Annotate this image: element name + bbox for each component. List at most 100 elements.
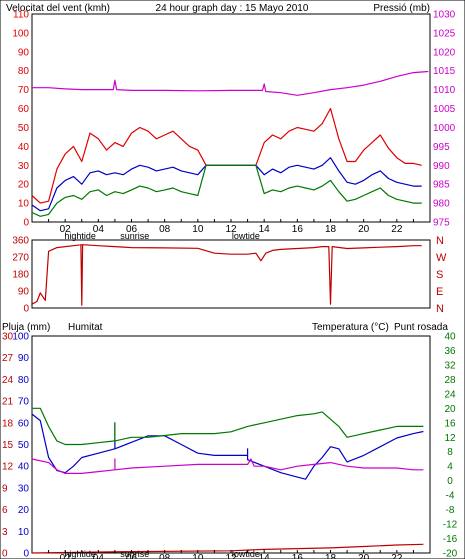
temperature-y-tick-label: 28 xyxy=(444,375,456,386)
direction-y-tick-label: 180 xyxy=(12,270,29,281)
humidity-y-tick-label: 90 xyxy=(18,353,30,364)
event-label-sunrise: sunrise xyxy=(120,231,149,241)
pressure-y-tick-label: 975 xyxy=(433,218,450,229)
x-tick-label: 16 xyxy=(292,553,304,559)
wind-y-tick-label: 110 xyxy=(13,10,29,21)
pressure-y-tick-label: 1030 xyxy=(433,10,456,21)
humidity-y-tick-label: 20 xyxy=(18,505,30,516)
x-tick-label: 04 xyxy=(93,224,105,235)
x-tick-label: 08 xyxy=(159,553,171,559)
rain-y-tick-label: 27 xyxy=(2,353,14,364)
wind-y-tick-label: 40 xyxy=(18,142,30,153)
x-tick-label: 02 xyxy=(60,224,72,235)
series-line-low xyxy=(31,164,422,217)
x-tick-label: 06 xyxy=(126,553,138,559)
event-label-sunrise: sunrise xyxy=(120,549,149,559)
temperature-y-tick-label: -20 xyxy=(443,549,458,559)
temperature-y-tick-label: 4 xyxy=(447,462,453,473)
x-tick-label: 16 xyxy=(292,224,304,235)
wind-direction-panel xyxy=(31,239,431,309)
temperature-y-tick-label: -4 xyxy=(446,491,455,502)
humidity-y-tick-label: 10 xyxy=(18,527,30,538)
rain-y-tick-label: 21 xyxy=(2,397,14,408)
humidity-y-tick-label: 60 xyxy=(18,418,30,429)
rain-y-tick-label: 24 xyxy=(2,375,14,386)
event-label-lowtide: lowtide xyxy=(232,231,260,241)
temperature-y-tick-label: 40 xyxy=(444,332,456,343)
wind-y-tick-label: 100 xyxy=(12,28,29,39)
series-line-temperature xyxy=(32,407,424,446)
x-tick-label: 20 xyxy=(358,553,370,559)
rain-y-tick-label: 18 xyxy=(2,418,14,429)
wind-y-tick-label: 0 xyxy=(23,218,29,229)
x-tick-label: 20 xyxy=(358,224,370,235)
direction-y-tick-label: 360 xyxy=(12,236,29,247)
wind-y-tick-label: 70 xyxy=(18,85,30,96)
rain-y-tick-label: 15 xyxy=(2,440,14,451)
direction-compass-label: N xyxy=(436,235,444,247)
pressure-y-tick-label: 1010 xyxy=(433,85,456,96)
temperature-y-tick-label: -8 xyxy=(446,505,455,516)
x-tick-label: 10 xyxy=(192,553,204,559)
wind-y-tick-label: 50 xyxy=(18,123,30,134)
series-line-pressure xyxy=(32,70,429,96)
chart-marks: 0102030405060708090100110975980985990995… xyxy=(2,10,458,559)
wind-y-tick-label: 90 xyxy=(18,47,30,58)
humidity-y-tick-label: 70 xyxy=(18,397,30,408)
pressure-y-tick-label: 1005 xyxy=(433,104,456,115)
pressure-y-tick-label: 1015 xyxy=(433,66,456,77)
x-tick-label: 08 xyxy=(159,224,171,235)
direction-compass-label: W xyxy=(436,252,447,264)
pressure-y-tick-label: 1000 xyxy=(433,123,456,134)
event-label-lowtide: lowtide xyxy=(232,549,260,559)
header-left-title: Velocitat del vent (kmh) xyxy=(6,3,110,14)
header-center-title: 24 hour graph day : 15 Mayo 2010 xyxy=(156,3,309,14)
temperature-y-tick-label: 8 xyxy=(447,447,453,458)
series-line-humidity xyxy=(31,413,424,480)
x-tick-label: 04 xyxy=(93,553,105,559)
series-line-direction xyxy=(31,244,422,306)
temperature-y-tick-label: 16 xyxy=(444,418,456,429)
x-tick-label: 22 xyxy=(391,553,403,559)
x-tick-label: 18 xyxy=(325,224,337,235)
pressure-y-tick-label: 995 xyxy=(433,142,450,153)
x-tick-label: 14 xyxy=(259,224,271,235)
rain-y-tick-label: 9 xyxy=(2,483,8,494)
series-line-dewpoint xyxy=(31,458,424,474)
humidity-y-tick-label: 0 xyxy=(23,549,29,559)
rain-axis-title: Pluja (mm) xyxy=(2,322,50,333)
temperature-y-tick-label: 24 xyxy=(444,389,456,400)
rain-y-tick-label: 30 xyxy=(2,332,14,343)
direction-y-tick-label: 90 xyxy=(18,287,30,298)
temperature-y-tick-label: 32 xyxy=(444,360,456,371)
temperature-y-tick-label: 36 xyxy=(444,346,456,357)
x-tick-label: 06 xyxy=(126,224,138,235)
temperature-y-tick-label: -12 xyxy=(443,520,458,531)
pressure-y-tick-label: 985 xyxy=(433,180,450,191)
wind-y-tick-label: 80 xyxy=(18,66,30,77)
wind-y-tick-label: 20 xyxy=(18,180,30,191)
humidity-y-tick-label: 100 xyxy=(12,332,29,343)
x-tick-label: 12 xyxy=(225,553,237,559)
wind-y-tick-label: 10 xyxy=(18,199,30,210)
humidity-axis-title: Humitat xyxy=(68,322,103,333)
humidity-y-tick-label: 30 xyxy=(18,483,30,494)
x-tick-label: 14 xyxy=(259,553,271,559)
direction-compass-label: S xyxy=(436,269,443,281)
direction-y-tick-label: 270 xyxy=(12,253,29,264)
rain-y-tick-label: 3 xyxy=(2,527,8,538)
temperature-y-tick-label: 20 xyxy=(444,404,456,415)
rain-y-tick-label: 12 xyxy=(2,462,14,473)
pressure-y-tick-label: 980 xyxy=(433,199,450,210)
temperature-axis-title: Temperatura (°C) xyxy=(312,322,389,333)
event-label-hightide: hightide xyxy=(64,549,96,559)
pressure-y-tick-label: 1025 xyxy=(433,28,456,39)
x-tick-label: 10 xyxy=(192,224,204,235)
wind-y-tick-label: 60 xyxy=(18,104,30,115)
temperature-y-tick-label: 0 xyxy=(447,476,453,487)
pressure-y-tick-label: 990 xyxy=(433,161,450,172)
direction-y-tick-label: 0 xyxy=(23,304,29,315)
temperature-y-tick-label: 12 xyxy=(444,433,456,444)
